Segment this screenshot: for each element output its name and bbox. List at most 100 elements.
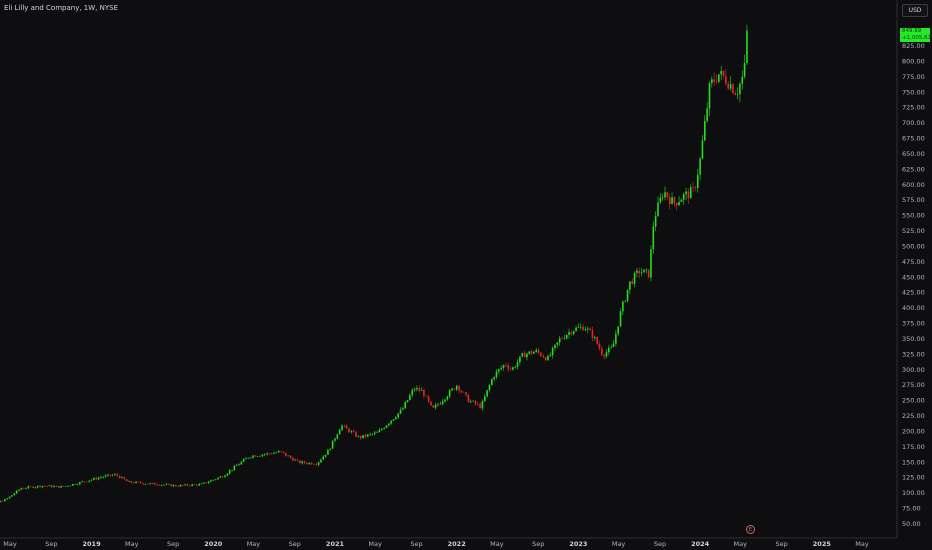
currency-button[interactable]: USD bbox=[902, 4, 928, 17]
candle-body bbox=[591, 330, 594, 338]
candle-body bbox=[465, 392, 467, 395]
price-tick-label: 575.00 bbox=[902, 196, 925, 204]
candle-body bbox=[226, 473, 229, 476]
candle-body bbox=[668, 197, 671, 205]
candle-body bbox=[430, 401, 432, 406]
candle-body bbox=[280, 451, 282, 452]
time-tick-label: 2021 bbox=[326, 540, 345, 548]
time-axis[interactable]: May Sep 2019 May Sep 2020 May Sep 2021 May Sep 2022… bbox=[3, 540, 869, 548]
candle-body bbox=[90, 479, 93, 481]
candle-body bbox=[72, 483, 74, 486]
candle-body bbox=[659, 197, 662, 203]
candle-body bbox=[167, 484, 170, 485]
candle-body bbox=[380, 428, 383, 430]
candle-body bbox=[139, 482, 142, 484]
candle-body bbox=[27, 486, 30, 489]
candle-body bbox=[224, 475, 226, 478]
candle-body bbox=[97, 477, 100, 480]
candle-body bbox=[458, 385, 460, 391]
candle-body bbox=[357, 435, 360, 437]
candle-body bbox=[689, 187, 692, 199]
candle-body bbox=[317, 462, 320, 465]
candle-body bbox=[402, 408, 404, 410]
candle-body bbox=[36, 485, 39, 488]
price-tick-label: 600.00 bbox=[902, 181, 925, 189]
time-tick-label: Sep bbox=[289, 540, 301, 548]
candle-body bbox=[371, 433, 374, 435]
candle-body bbox=[32, 486, 34, 488]
candle-body bbox=[41, 485, 44, 488]
time-tick-label: May bbox=[490, 540, 504, 548]
candle-body bbox=[62, 486, 65, 487]
candle-body bbox=[631, 281, 634, 284]
candle-body bbox=[193, 484, 196, 486]
candle-body bbox=[46, 485, 48, 487]
candle-body bbox=[18, 489, 20, 491]
price-tick-label: 725.00 bbox=[902, 104, 925, 112]
candle-body bbox=[275, 452, 278, 454]
candle-body bbox=[638, 270, 641, 274]
last-price-value: 849.99 bbox=[902, 28, 922, 34]
candle-body bbox=[324, 454, 327, 457]
candle-body bbox=[725, 76, 727, 84]
candle-body bbox=[135, 481, 137, 484]
candle-body bbox=[586, 328, 589, 330]
price-tick-label: 225.00 bbox=[902, 412, 925, 420]
candle-body bbox=[434, 404, 437, 408]
candle-body bbox=[519, 356, 521, 363]
time-tick-label: Sep bbox=[654, 540, 666, 548]
candle-body bbox=[610, 347, 612, 348]
candle-body bbox=[156, 484, 158, 486]
candle-body bbox=[366, 434, 369, 437]
candle-body bbox=[22, 488, 25, 489]
candle-body bbox=[341, 425, 343, 430]
time-tick-label: 2023 bbox=[569, 540, 587, 548]
candle-body bbox=[144, 483, 147, 485]
candle-body bbox=[664, 192, 666, 198]
candle-body bbox=[533, 351, 535, 354]
candle-body bbox=[48, 485, 51, 487]
candle-body bbox=[729, 84, 732, 89]
candle-body bbox=[558, 338, 561, 343]
candle-body bbox=[153, 483, 156, 485]
candle-body bbox=[711, 79, 713, 84]
candle-body bbox=[423, 389, 425, 396]
candle-body bbox=[383, 427, 385, 429]
candle-body bbox=[685, 191, 687, 195]
candle-body bbox=[612, 343, 615, 348]
candle-body bbox=[582, 326, 584, 331]
candle-body bbox=[673, 197, 676, 203]
candle-body bbox=[352, 431, 355, 433]
price-tick-label: 175.00 bbox=[902, 443, 925, 451]
candle-body bbox=[395, 417, 397, 420]
candle-body bbox=[734, 93, 737, 95]
earnings-event-icon[interactable]: E bbox=[746, 525, 755, 534]
price-axis[interactable]: 50.00 75.00 100.00 125.00 150.00 175.00 200.00… bbox=[902, 42, 925, 528]
candle-body bbox=[718, 74, 720, 82]
candle-body bbox=[296, 459, 299, 461]
last-price-badge: 849.99 +1,005.61% bbox=[900, 28, 932, 42]
candle-body bbox=[699, 158, 701, 175]
candle-body bbox=[486, 390, 488, 397]
time-tick-label: May bbox=[734, 540, 748, 548]
candle-body bbox=[282, 451, 285, 453]
candle-body bbox=[25, 488, 27, 489]
time-tick-label: 2020 bbox=[204, 540, 223, 548]
candle-body bbox=[355, 432, 357, 437]
candle-body bbox=[102, 476, 105, 478]
candle-body bbox=[228, 470, 231, 474]
candle-body bbox=[50, 485, 53, 488]
candle-body bbox=[528, 351, 531, 354]
candle-body bbox=[294, 459, 296, 461]
candle-body bbox=[615, 333, 617, 344]
price-tick-label: 350.00 bbox=[902, 335, 925, 343]
candle-body bbox=[88, 480, 91, 482]
price-tick-label: 150.00 bbox=[902, 458, 925, 466]
candle-body bbox=[556, 342, 559, 345]
candle-body bbox=[29, 486, 32, 488]
candle-body bbox=[362, 435, 364, 439]
time-tick-label: Sep bbox=[167, 540, 179, 548]
candle-body bbox=[439, 403, 442, 405]
